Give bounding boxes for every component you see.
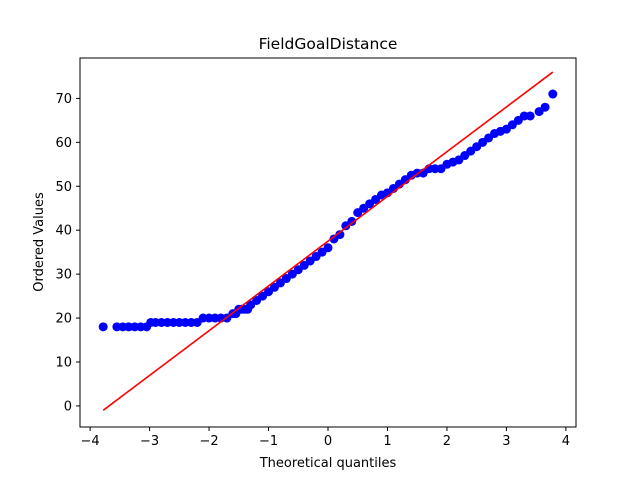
y-tick-label: 0	[64, 399, 72, 414]
data-point	[323, 243, 333, 253]
x-tick-label: 2	[443, 434, 451, 449]
x-tick-label: 0	[324, 434, 332, 449]
data-point	[548, 89, 558, 99]
y-tick-label: 40	[55, 224, 72, 239]
x-axis: −4 −3 −2 −1 0 1 2 3 4	[81, 427, 570, 449]
y-axis: 0 10 20 30 40 50 60 70	[55, 92, 80, 414]
x-tick-label: −2	[199, 434, 218, 449]
y-tick-label: 10	[55, 355, 72, 370]
data-layer	[98, 71, 558, 411]
data-point	[347, 216, 357, 226]
y-tick-label: 50	[55, 180, 72, 195]
x-tick-label: −3	[140, 434, 159, 449]
y-tick-label: 60	[55, 136, 72, 151]
x-tick-label: 1	[383, 434, 391, 449]
data-point	[525, 111, 535, 121]
x-tick-label: 4	[562, 434, 570, 449]
x-tick-label: −1	[259, 434, 278, 449]
y-tick-label: 70	[55, 92, 72, 107]
x-axis-label: Theoretical quantiles	[259, 456, 397, 471]
fit-line	[102, 71, 554, 411]
x-tick-label: 3	[502, 434, 510, 449]
data-point	[540, 102, 550, 112]
y-tick-label: 20	[55, 312, 72, 327]
x-tick-label: −4	[81, 434, 100, 449]
y-tick-label: 30	[55, 268, 72, 283]
chart-title: FieldGoalDistance	[259, 35, 398, 53]
y-axis-label: Ordered Values	[32, 192, 47, 292]
data-point	[335, 230, 345, 240]
data-point	[98, 322, 108, 332]
